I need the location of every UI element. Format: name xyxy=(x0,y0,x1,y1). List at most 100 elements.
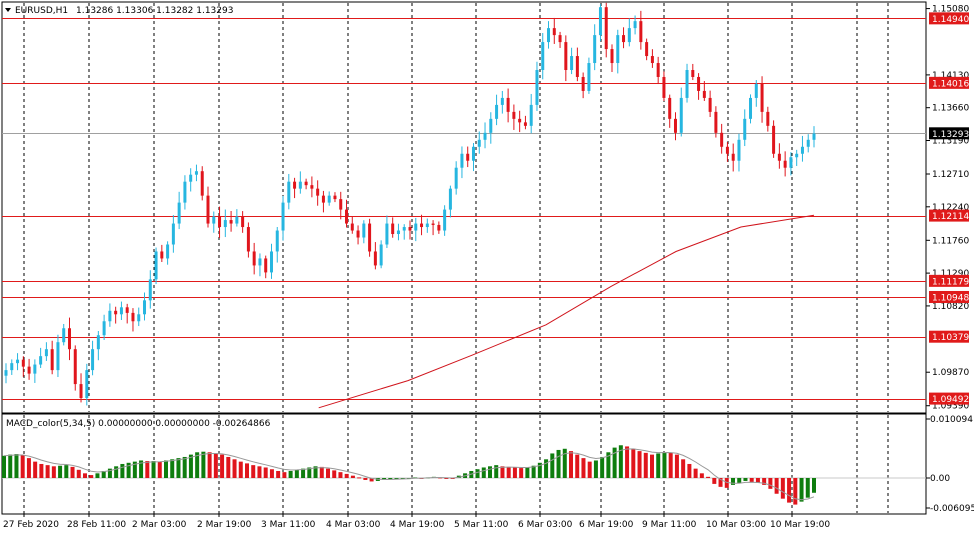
macd-bar xyxy=(743,478,748,481)
candle-body xyxy=(466,153,470,161)
macd-bar xyxy=(731,478,735,485)
candle-body xyxy=(154,251,158,280)
candle-body xyxy=(73,349,77,385)
candle-body xyxy=(500,97,504,105)
candle-body xyxy=(293,181,297,189)
candle-body xyxy=(760,83,764,112)
level-price-tag[interactable] xyxy=(929,330,969,343)
candle-body xyxy=(171,223,175,245)
candle-body xyxy=(339,199,343,210)
candle-body xyxy=(731,153,735,161)
chart-header: EURUSD,H1 1.13286 1.13306 1.13282 1.1329… xyxy=(5,6,233,16)
candle-body xyxy=(754,83,758,98)
macd-bar xyxy=(107,468,112,478)
candle-body xyxy=(143,300,147,315)
macd-bar xyxy=(170,459,175,478)
candle-body xyxy=(529,104,533,126)
horizontal-levels[interactable] xyxy=(2,18,926,400)
candle-body xyxy=(108,310,112,322)
level-price-tag[interactable] xyxy=(929,274,969,287)
macd-bar xyxy=(276,470,281,478)
candle-body xyxy=(777,153,781,161)
candle-body xyxy=(518,118,522,123)
candle-body xyxy=(229,220,233,224)
macd-bar xyxy=(313,466,318,478)
candle-body xyxy=(662,76,666,98)
time-axis[interactable]: 27 Feb 2020 28 Feb 11:00 2 Mar 03:00 2 Mar … xyxy=(3,513,830,530)
macd-bar xyxy=(83,473,87,478)
level-price-tag[interactable] xyxy=(929,209,969,222)
candle-body xyxy=(287,181,291,203)
level-price-label: 1.14940 xyxy=(932,15,969,25)
candle-body xyxy=(373,251,377,266)
candle-body xyxy=(639,21,643,43)
candle-body xyxy=(685,70,689,98)
macd-bar xyxy=(768,478,773,489)
macd-bar xyxy=(762,478,767,485)
macd-bar xyxy=(693,468,698,478)
macd-bar xyxy=(357,477,362,479)
macd-bar xyxy=(288,470,293,478)
macd-bar xyxy=(388,478,393,480)
candle-body xyxy=(183,181,187,203)
candle-body xyxy=(39,356,43,365)
candle-body xyxy=(431,223,435,225)
macd-bar xyxy=(668,452,673,478)
candle-body xyxy=(327,195,331,203)
candle-body xyxy=(67,328,71,350)
macd-bar xyxy=(232,459,237,478)
candle-body xyxy=(16,359,20,364)
dropdown-triangle-icon[interactable] xyxy=(5,8,11,12)
candle-body xyxy=(166,244,170,259)
candle-body xyxy=(368,223,372,252)
price-axis[interactable]: 1.15080 1.14130 1.13660 1.13190 1.12710 1.122… xyxy=(926,5,969,412)
candle-body xyxy=(44,349,48,357)
candle-body xyxy=(189,174,193,182)
time-tick-label: 10 Mar 03:00 xyxy=(706,520,766,530)
candle-body xyxy=(812,133,816,140)
macd-bar xyxy=(625,446,630,478)
macd-bar xyxy=(176,458,181,478)
macd-bar xyxy=(755,478,760,483)
candle-body xyxy=(246,227,250,252)
candle-body xyxy=(702,90,706,98)
macd-bar xyxy=(737,478,742,483)
level-price-tag[interactable] xyxy=(929,76,969,89)
candle-body xyxy=(495,104,499,119)
candle-body xyxy=(437,224,441,231)
moving-average-line xyxy=(318,214,815,409)
macd-bar xyxy=(51,466,56,478)
level-price-label: 1.12114 xyxy=(932,212,969,222)
macd-bar xyxy=(251,465,256,478)
macd-bar xyxy=(544,459,549,478)
candle-body xyxy=(598,7,602,36)
candle-body xyxy=(304,181,308,186)
candle-body xyxy=(160,251,164,259)
candle-body xyxy=(725,146,729,154)
candle-body xyxy=(218,216,222,228)
macd-bar xyxy=(506,466,511,478)
candle-body xyxy=(789,157,793,168)
candle-body xyxy=(79,384,83,399)
macd-bar xyxy=(14,454,19,478)
level-price-tag[interactable] xyxy=(929,392,969,405)
candle-body xyxy=(102,321,106,336)
level-price-tag[interactable] xyxy=(929,12,969,25)
macd-bar xyxy=(344,473,349,478)
macd-bar xyxy=(687,463,692,478)
candle-body xyxy=(385,223,389,245)
candle-body xyxy=(460,153,464,168)
candle-body xyxy=(627,28,631,43)
price-tick-label: 1.13190 xyxy=(932,136,969,146)
macd-bar xyxy=(139,460,144,478)
macd-bar xyxy=(39,463,44,478)
price-tick-label: 1.09870 xyxy=(932,368,969,378)
time-tick-label: 2 Mar 03:00 xyxy=(132,520,187,530)
macd-bar xyxy=(706,476,711,478)
macd-bar xyxy=(220,454,225,478)
candle-body xyxy=(125,307,129,313)
candle-body xyxy=(50,349,54,371)
level-price-tag[interactable] xyxy=(929,290,969,303)
